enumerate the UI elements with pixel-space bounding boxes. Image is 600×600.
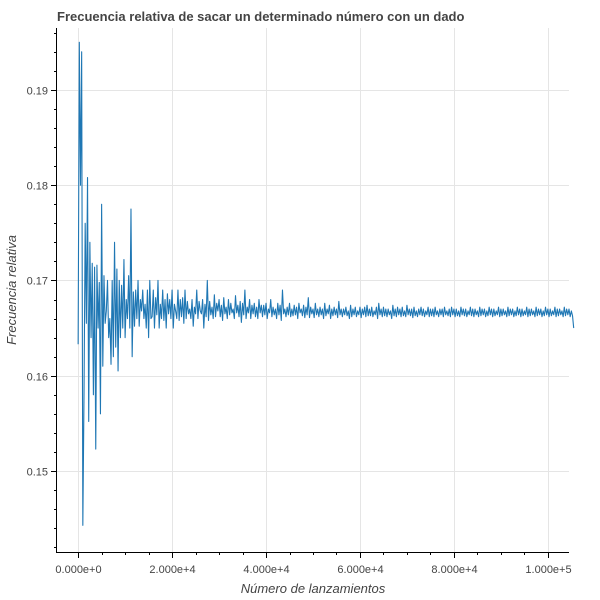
chart-title: Frecuencia relativa de sacar un determin… bbox=[57, 9, 465, 24]
y-tick-label: 0.18 bbox=[27, 181, 48, 193]
series-group bbox=[77, 41, 575, 526]
y-tick-label: 0.19 bbox=[27, 86, 48, 98]
y-axis-title: Frecuencia relativa bbox=[4, 235, 19, 345]
x-tick-label: 2.000e+4 bbox=[149, 564, 195, 576]
y-tick-label: 0.17 bbox=[27, 276, 48, 288]
axes bbox=[56, 28, 569, 553]
x-tick-label: 8.000e+4 bbox=[431, 564, 477, 576]
series-line bbox=[77, 41, 575, 526]
y-tick-label: 0.16 bbox=[27, 372, 48, 384]
x-tick-label: 0.000e+0 bbox=[55, 564, 101, 576]
ticks: 0.000e+0 2.000e+4 4.000e+4 6.000e+4 8.000e+4… bbox=[27, 33, 572, 576]
y-tick-label: 0.15 bbox=[27, 467, 48, 479]
x-axis-title: Número de lanzamientos bbox=[241, 581, 386, 596]
x-tick-label: 1.000e+5 bbox=[525, 564, 571, 576]
x-tick-label: 6.000e+4 bbox=[337, 564, 383, 576]
x-tick-label: 4.000e+4 bbox=[243, 564, 289, 576]
